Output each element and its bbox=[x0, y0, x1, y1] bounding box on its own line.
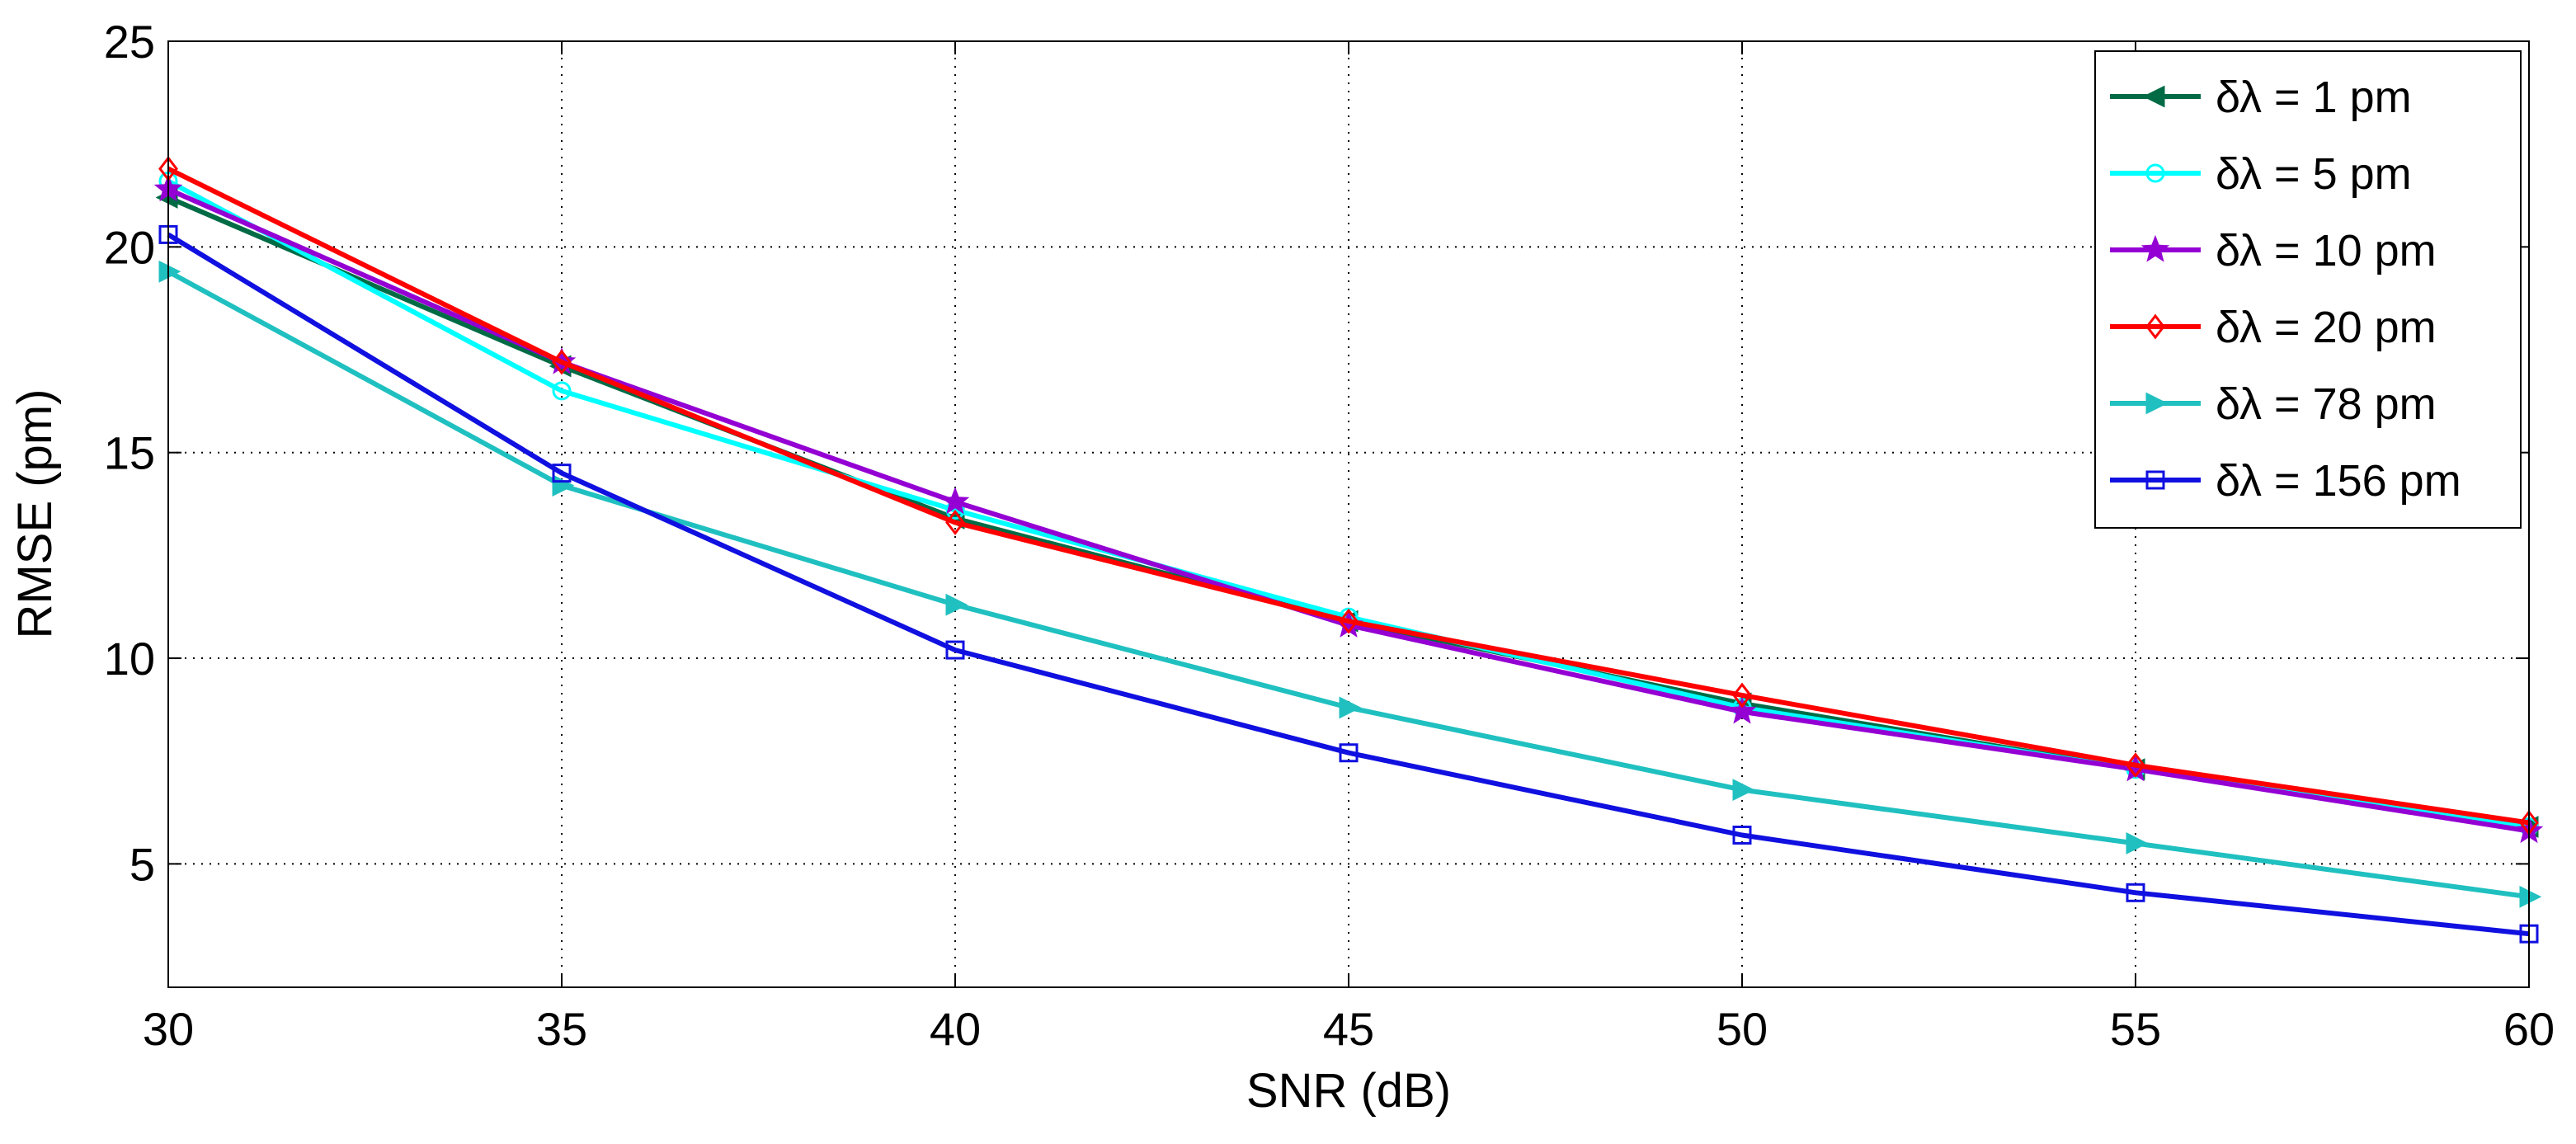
legend-box bbox=[2094, 50, 2522, 529]
x-tick-label: 50 bbox=[1717, 1003, 1768, 1055]
data-point bbox=[552, 349, 572, 375]
data-point bbox=[1732, 825, 1752, 845]
legend-label: δλ = 20 pm bbox=[2216, 303, 2437, 352]
data-point bbox=[552, 381, 572, 401]
data-point bbox=[1732, 682, 1752, 709]
x-tick-label: 40 bbox=[930, 1003, 981, 1055]
data-point bbox=[945, 640, 965, 660]
series-4 bbox=[158, 156, 2539, 836]
data-point bbox=[2126, 752, 2145, 779]
y-tick-label: 20 bbox=[104, 221, 155, 273]
data-point bbox=[1339, 696, 1362, 719]
legend-entry: δλ = 78 pm bbox=[2110, 379, 2437, 429]
y-tick-label: 5 bbox=[130, 838, 155, 890]
x-tick-label: 60 bbox=[2503, 1003, 2555, 1055]
y-tick-label: 10 bbox=[104, 633, 155, 685]
legend-label: δλ = 10 pm bbox=[2216, 226, 2437, 275]
data-point bbox=[945, 593, 968, 616]
data-point bbox=[1727, 696, 1757, 724]
x-tick-label: 30 bbox=[143, 1003, 194, 1055]
x-tick-label: 35 bbox=[536, 1003, 587, 1055]
data-point bbox=[1339, 743, 1359, 763]
legend-label: δλ = 5 pm bbox=[2216, 149, 2412, 199]
legend: δλ = 1 pm δλ = 5 pm δλ = 10 pm δλ = 20 pm δλ… bbox=[2094, 50, 2522, 529]
legend-entry: δλ = 156 pm bbox=[2110, 456, 2461, 506]
legend-entry: δλ = 5 pm bbox=[2110, 149, 2412, 199]
data-point bbox=[2126, 832, 2149, 854]
y-tick-label: 25 bbox=[104, 16, 155, 68]
y-tick-label: 15 bbox=[104, 427, 155, 479]
legend-label: δλ = 78 pm bbox=[2216, 379, 2437, 429]
legend-entry: δλ = 1 pm bbox=[2110, 73, 2412, 122]
legend-swatch-marker bbox=[2145, 470, 2165, 490]
series-line bbox=[167, 166, 2530, 826]
x-tick-label: 45 bbox=[1323, 1003, 1374, 1055]
data-point bbox=[1732, 779, 1755, 802]
legend-swatch-marker bbox=[2145, 313, 2165, 340]
legend-entry: δλ = 20 pm bbox=[2110, 303, 2437, 352]
y-axis-label: RMSE (pm) bbox=[8, 389, 62, 639]
legend-swatch-marker bbox=[2142, 85, 2165, 108]
legend-swatch-marker bbox=[2145, 392, 2169, 415]
axes: 30 35 40 45 50 55 60 5 10 15 20 25 bbox=[104, 16, 2555, 1055]
legend-label: δλ = 156 pm bbox=[2216, 456, 2461, 506]
data-point bbox=[2126, 883, 2145, 902]
x-tick-label: 55 bbox=[2110, 1003, 2161, 1055]
series-5 bbox=[158, 260, 2542, 908]
series-line bbox=[167, 232, 2530, 937]
legend-entry: δλ = 10 pm bbox=[2110, 226, 2437, 275]
data-point bbox=[940, 487, 970, 515]
data-point bbox=[552, 464, 572, 483]
data-point bbox=[945, 510, 965, 535]
data-point bbox=[1339, 608, 1359, 634]
x-axis-label: SNR (dB) bbox=[1246, 1064, 1451, 1118]
legend-swatch-marker bbox=[2140, 234, 2170, 262]
legend-label: δλ = 1 pm bbox=[2216, 73, 2412, 122]
legend-swatch-marker bbox=[2145, 163, 2165, 183]
